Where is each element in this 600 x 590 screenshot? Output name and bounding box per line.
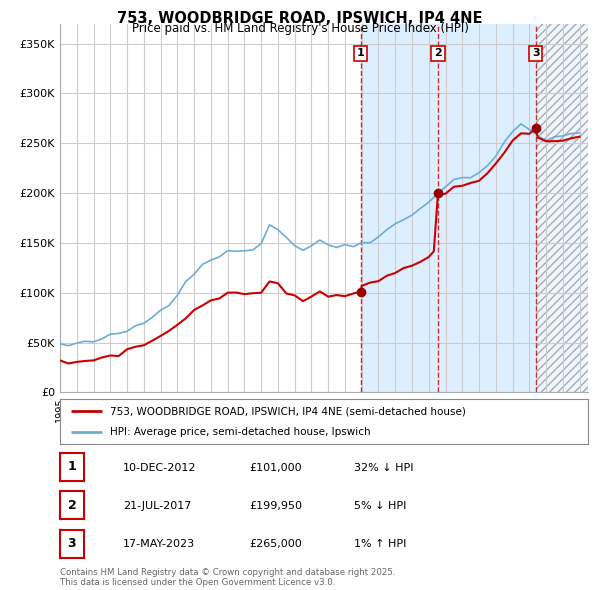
Bar [536, 24, 588, 392]
Text: 5% ↓ HPI: 5% ↓ HPI [354, 501, 406, 511]
Text: 17-MAY-2023: 17-MAY-2023 [123, 539, 195, 549]
Bar [536, 24, 588, 392]
Text: £199,950: £199,950 [249, 501, 302, 511]
Text: 32% ↓ HPI: 32% ↓ HPI [354, 463, 413, 473]
Text: HPI: Average price, semi-detached house, Ipswich: HPI: Average price, semi-detached house,… [110, 427, 371, 437]
Text: 2: 2 [68, 499, 76, 512]
Text: £101,000: £101,000 [249, 463, 302, 473]
Text: 753, WOODBRIDGE ROAD, IPSWICH, IP4 4NE (semi-detached house): 753, WOODBRIDGE ROAD, IPSWICH, IP4 4NE (… [110, 407, 466, 417]
Text: 21-JUL-2017: 21-JUL-2017 [123, 501, 191, 511]
Text: 10-DEC-2012: 10-DEC-2012 [123, 463, 197, 473]
Bar [361, 24, 438, 392]
Text: 1: 1 [68, 460, 76, 474]
Text: Contains HM Land Registry data © Crown copyright and database right 2025.
This d: Contains HM Land Registry data © Crown c… [60, 568, 395, 587]
Text: 1: 1 [357, 48, 365, 58]
Text: £265,000: £265,000 [249, 539, 302, 549]
Bar [438, 24, 536, 392]
Text: 1% ↑ HPI: 1% ↑ HPI [354, 539, 406, 549]
Text: 3: 3 [68, 537, 76, 550]
Text: Price paid vs. HM Land Registry's House Price Index (HPI): Price paid vs. HM Land Registry's House … [131, 22, 469, 35]
Text: 753, WOODBRIDGE ROAD, IPSWICH, IP4 4NE: 753, WOODBRIDGE ROAD, IPSWICH, IP4 4NE [117, 11, 483, 25]
Text: 2: 2 [434, 48, 442, 58]
Text: 3: 3 [532, 48, 539, 58]
